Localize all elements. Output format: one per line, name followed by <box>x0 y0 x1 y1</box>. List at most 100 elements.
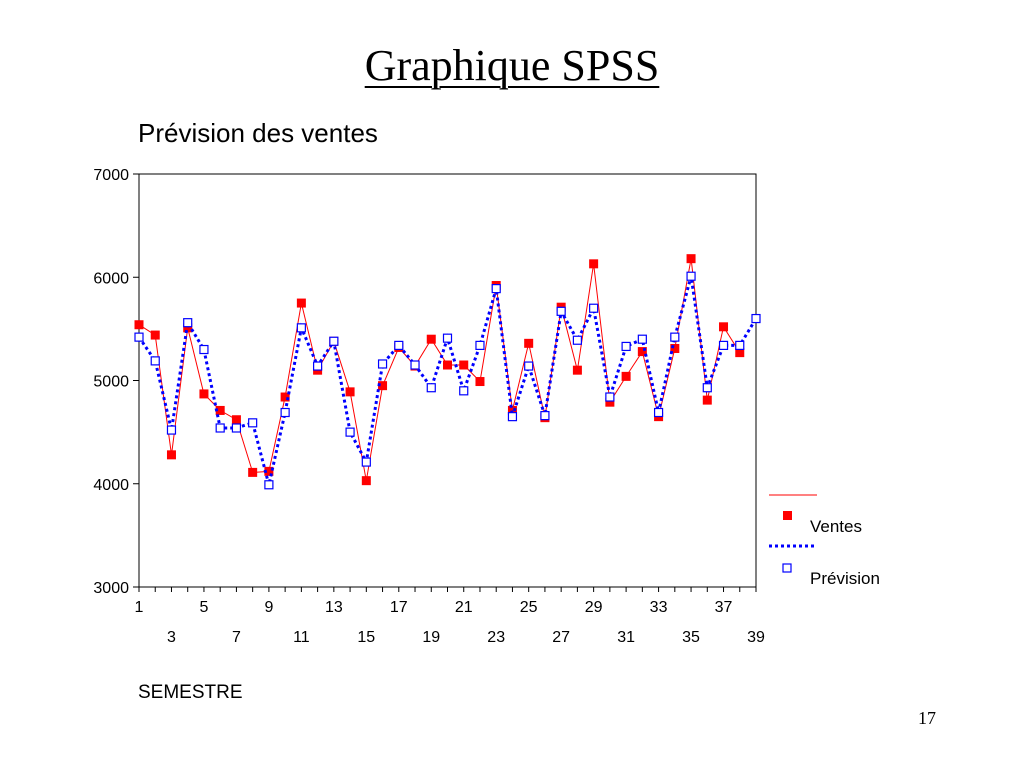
legend-forecast-label: Prévision <box>810 569 880 588</box>
y-tick-label: 3000 <box>93 580 129 597</box>
forecast-point <box>670 332 680 342</box>
forecast-point <box>702 383 712 393</box>
forecast-point <box>459 386 469 396</box>
sales-point <box>150 330 160 340</box>
sales-point <box>637 347 647 357</box>
slide-title: Graphique SPSS <box>364 41 660 90</box>
x-tick-label: 37 <box>715 599 733 616</box>
sales-point <box>524 338 534 348</box>
forecast-point <box>183 318 193 328</box>
forecast-point <box>426 383 436 393</box>
forecast-point <box>248 418 258 428</box>
forecast-point <box>572 335 582 345</box>
x-tick-label: 11 <box>293 629 310 646</box>
forecast-point <box>377 359 388 369</box>
forecast-line <box>137 275 758 486</box>
forecast-point <box>507 412 518 422</box>
sales-point <box>199 389 209 399</box>
sales-point <box>459 360 469 370</box>
forecast-point <box>718 340 729 350</box>
forecast-point <box>524 361 534 371</box>
x-tick-label: 13 <box>325 599 343 616</box>
sales-point <box>231 415 241 425</box>
forecast-point <box>605 392 615 402</box>
y-tick-label: 4000 <box>93 477 129 494</box>
forecast-point <box>442 333 453 343</box>
x-tick-label: 35 <box>682 629 700 646</box>
forecast-point <box>491 284 501 294</box>
page-number: 17 <box>918 708 936 728</box>
forecast-point <box>637 334 647 344</box>
x-tick-label: 5 <box>199 599 208 616</box>
x-tick-label: 15 <box>357 629 375 646</box>
sales-point <box>264 466 274 476</box>
x-tick-label: 31 <box>617 629 635 646</box>
x-tick-label: 23 <box>487 629 505 646</box>
sales-point <box>735 348 745 358</box>
x-tick-label: 9 <box>264 599 273 616</box>
x-tick-label: 27 <box>552 629 570 646</box>
forecast-point <box>296 323 306 333</box>
forecast-point <box>410 360 420 370</box>
x-tick-label: 7 <box>232 629 241 646</box>
x-tick-label: 33 <box>650 599 668 616</box>
sales-point <box>719 322 729 332</box>
forecast-point <box>264 480 274 490</box>
sales-point <box>280 392 290 402</box>
sales-point <box>134 320 144 330</box>
x-tick-label: 3 <box>167 629 176 646</box>
y-tick-label: 5000 <box>93 374 129 391</box>
series-layer <box>134 254 761 490</box>
sales-point <box>589 259 599 269</box>
legend-forecast-marker <box>782 563 792 573</box>
chart-title: Prévision des ventes <box>138 118 378 148</box>
x-tick-label: 25 <box>520 599 538 616</box>
sales-point <box>361 476 371 486</box>
forecast-point <box>735 340 745 350</box>
x-tick-label: 1 <box>135 599 144 616</box>
forecast-point <box>475 340 485 350</box>
sales-point <box>183 323 193 333</box>
forecast-point <box>394 340 404 350</box>
y-tick-label: 6000 <box>93 270 129 287</box>
forecast-point <box>345 427 355 437</box>
sales-point <box>443 360 452 370</box>
sales-point <box>426 334 436 344</box>
forecast-point <box>540 411 550 421</box>
sales-point <box>686 254 696 264</box>
sales-point <box>475 377 485 387</box>
x-tick-label: 29 <box>585 599 603 616</box>
y-tick-label: 7000 <box>93 167 129 184</box>
forecast-point <box>231 423 242 433</box>
forecast-point <box>556 306 566 316</box>
forecast-point <box>621 341 631 352</box>
forecast-point <box>361 457 371 467</box>
forecast-point <box>215 423 225 433</box>
sales-point <box>572 365 582 375</box>
sales-point <box>215 405 225 415</box>
forecast-point <box>199 344 209 355</box>
sales-point <box>296 298 306 308</box>
x-tick-label: 21 <box>455 599 473 616</box>
x-axis: 1 5 9 13 17 21 25 29 33 373 7 11 15 19 23 27 31 35 39 <box>135 587 765 646</box>
sales-point <box>248 467 258 477</box>
x-tick-label: 17 <box>390 599 408 616</box>
forecast-point <box>280 407 290 418</box>
sales-point <box>670 343 680 353</box>
forecast-point <box>653 407 664 418</box>
sales-point <box>621 371 631 381</box>
forecast-point <box>166 425 177 435</box>
x-tick-label: 19 <box>422 629 440 646</box>
forecast-point <box>589 303 599 313</box>
forecast-point <box>686 271 696 281</box>
sales-point <box>166 450 176 460</box>
plot-frame <box>138 173 757 588</box>
sales-line <box>138 258 741 481</box>
y-axis: 3000 4000 5000 6000 7000 <box>93 167 139 597</box>
forecast-point <box>150 356 160 366</box>
sales-point <box>507 405 517 415</box>
sales-point <box>345 387 355 397</box>
forecast-point <box>313 361 323 371</box>
sales-point <box>378 381 388 391</box>
